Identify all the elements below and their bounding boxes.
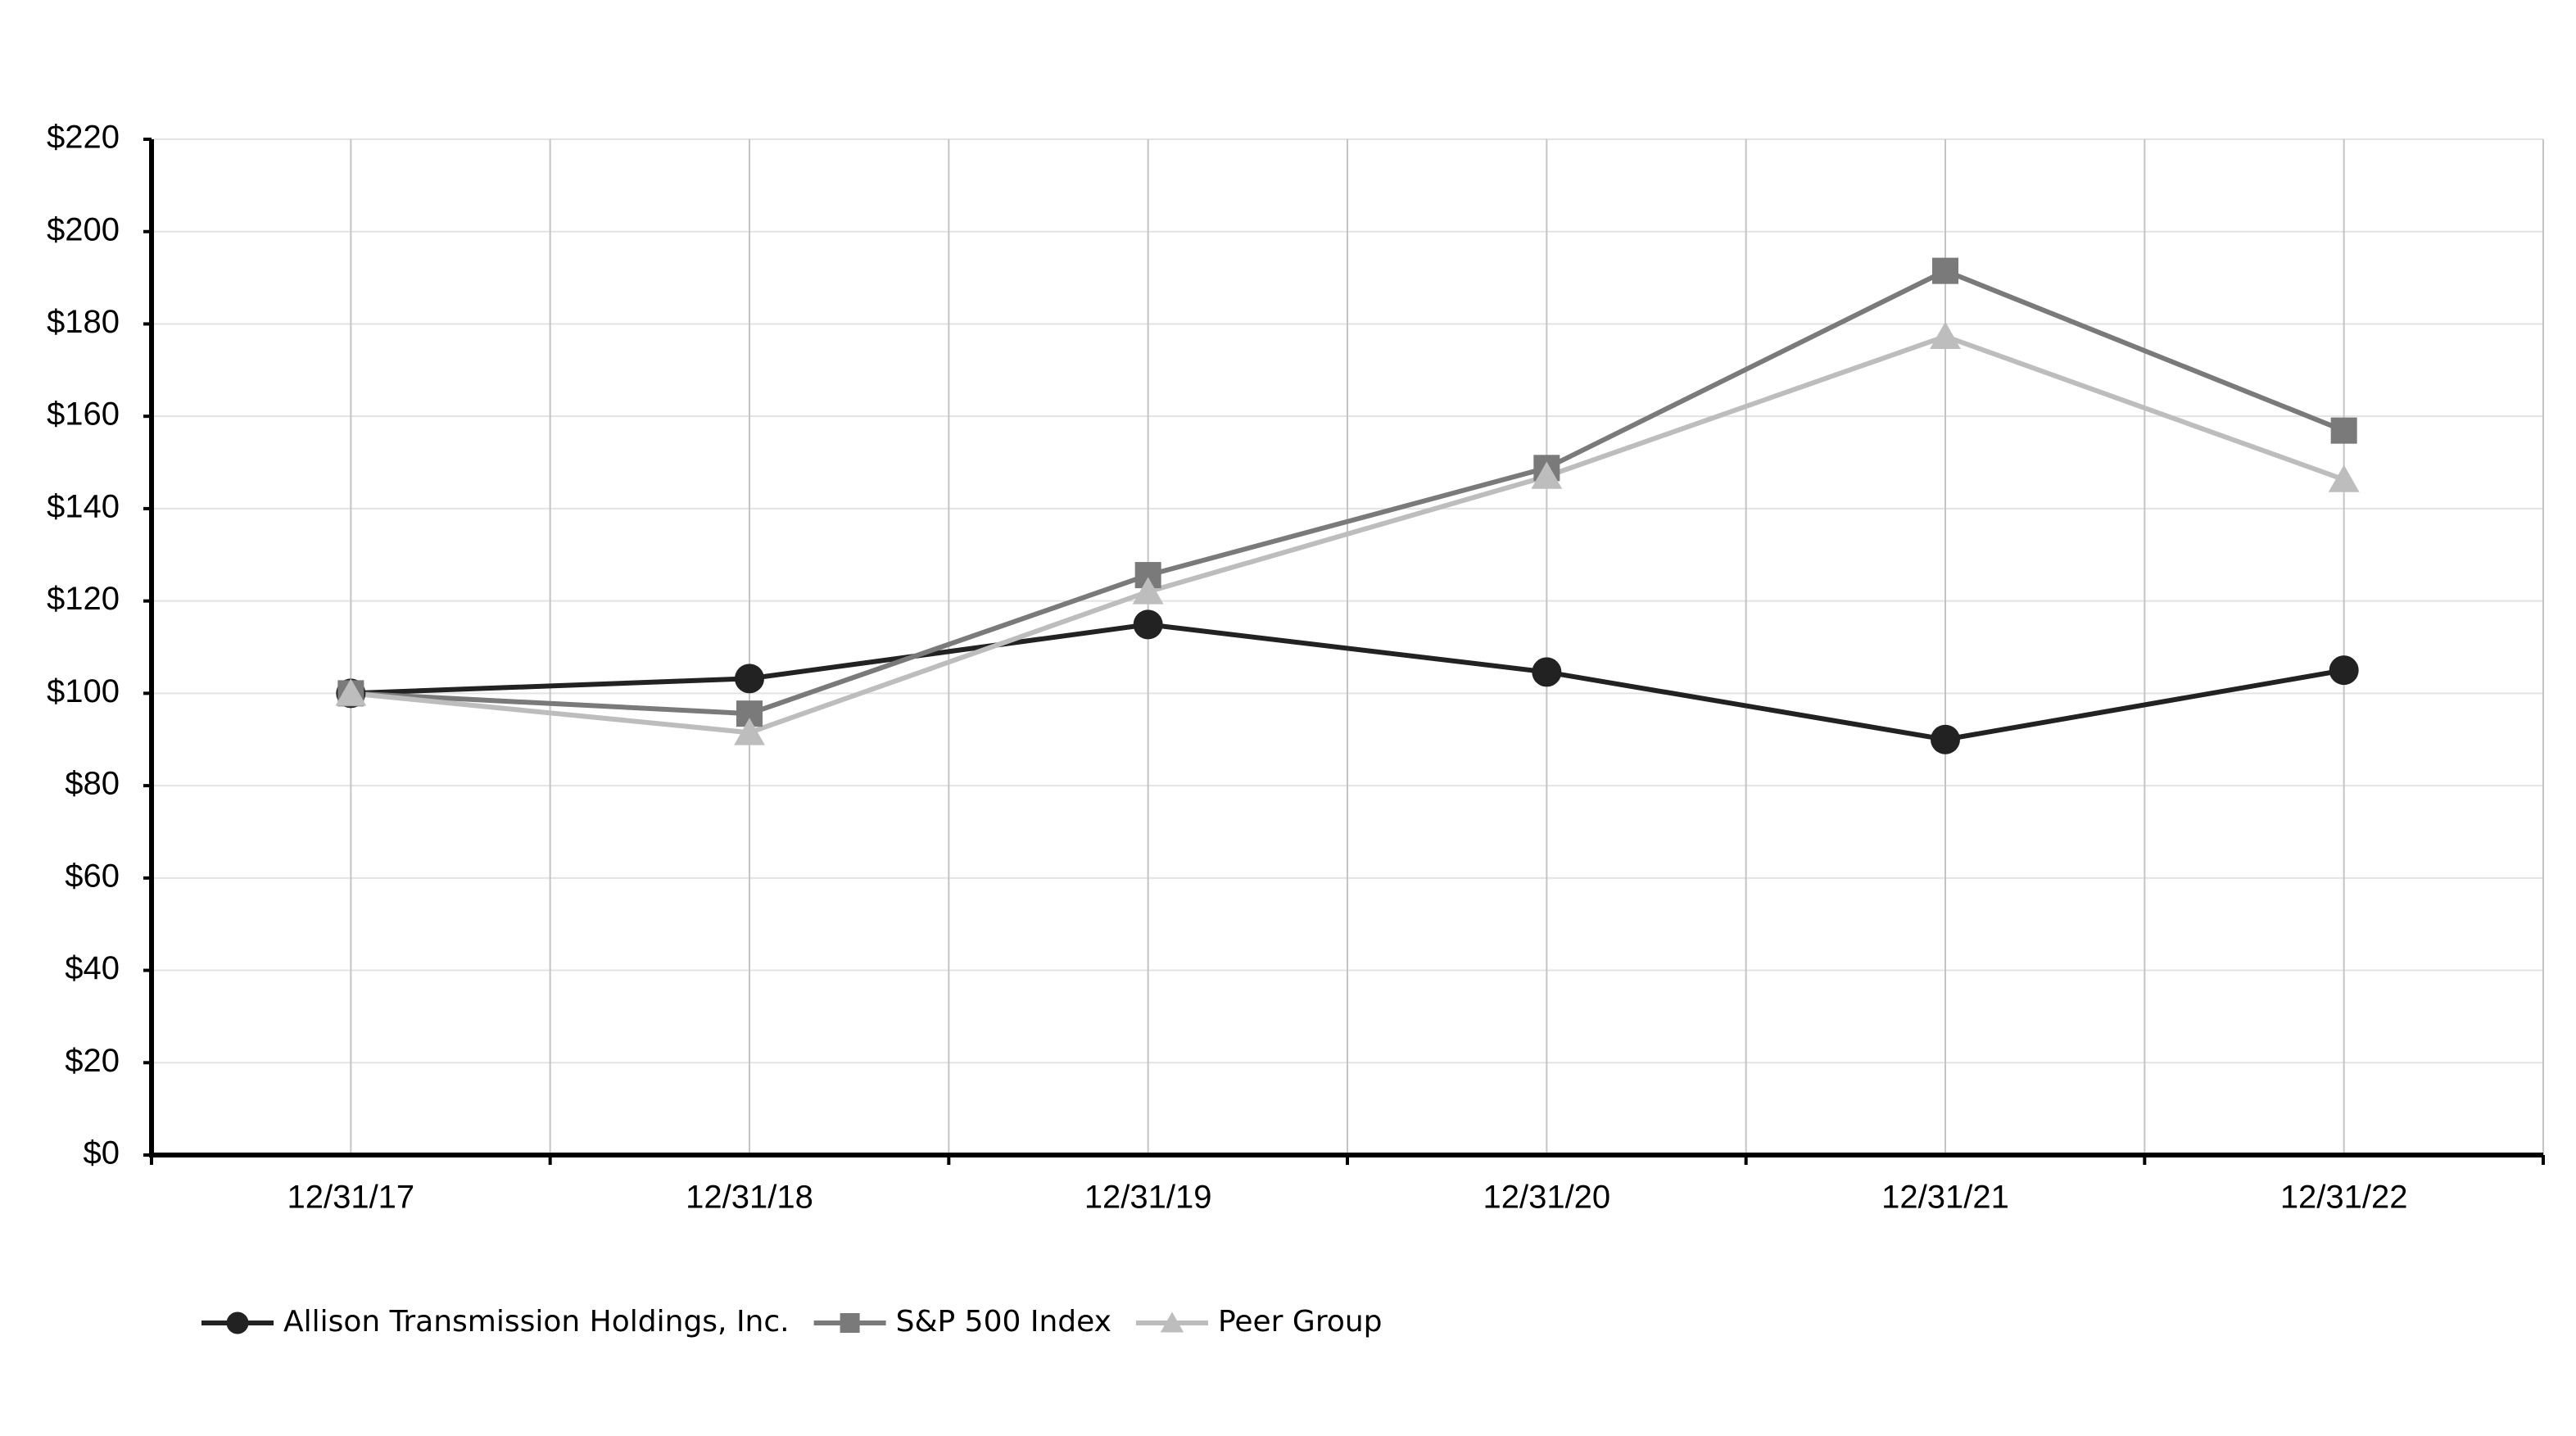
series-line <box>351 333 2345 736</box>
marker <box>735 664 764 694</box>
marker <box>1160 1311 1184 1333</box>
y-tick-label: $120 <box>47 581 120 617</box>
marker <box>335 678 367 706</box>
y-tick-label: $80 <box>65 766 120 802</box>
marker <box>1532 657 1562 687</box>
series-line <box>351 268 2345 717</box>
y-tick-label: $180 <box>47 304 120 340</box>
y-tick-label: $40 <box>65 950 120 986</box>
legend-label: Allison Transmission Holdings, Inc. <box>283 1305 790 1339</box>
x-tick-label: 12/31/22 <box>2280 1180 2408 1216</box>
marker <box>2328 464 2360 492</box>
marker <box>734 718 765 745</box>
legend-label: S&P 500 Index <box>896 1305 1111 1339</box>
legend-label: Peer Group <box>1218 1305 1383 1339</box>
marker <box>1132 577 1164 605</box>
marker <box>1133 609 1163 640</box>
y-tick-label: $100 <box>47 673 120 709</box>
y-tick-label: $60 <box>65 858 120 894</box>
x-tick-label: 12/31/19 <box>1084 1180 1212 1216</box>
marker <box>2329 655 2359 686</box>
marker <box>1931 724 1960 754</box>
y-tick-label: $140 <box>47 488 120 524</box>
y-tick-label: $160 <box>47 396 120 433</box>
y-tick-label: $20 <box>65 1043 120 1079</box>
marker <box>1932 257 1958 284</box>
y-tick-label: $220 <box>47 120 120 156</box>
legend: Allison Transmission Holdings, Inc. S&P 5… <box>201 1305 1383 1339</box>
series-line <box>351 622 2345 742</box>
marker <box>1930 321 1961 349</box>
marker <box>1531 461 1563 489</box>
x-tick-label: 12/31/17 <box>287 1180 414 1216</box>
x-tick-label: 12/31/20 <box>1483 1180 1610 1216</box>
x-tick-label: 12/31/18 <box>686 1180 813 1216</box>
marker <box>840 1313 860 1333</box>
y-tick-label: $200 <box>47 211 120 247</box>
marker <box>226 1311 249 1334</box>
marker <box>2330 417 2357 444</box>
x-tick-label: 12/31/21 <box>1881 1180 2009 1216</box>
y-tick-label: $0 <box>84 1135 120 1171</box>
